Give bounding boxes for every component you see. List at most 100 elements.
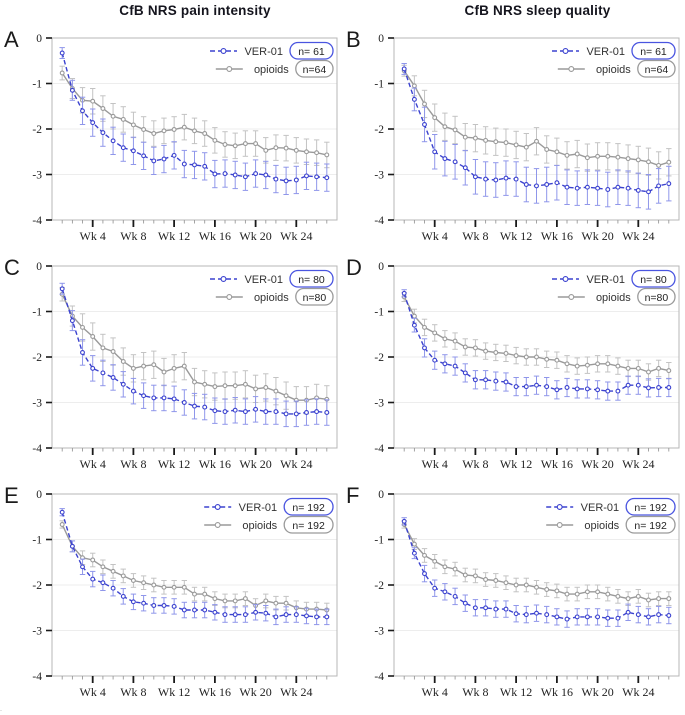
legend-marker-icon: [562, 276, 569, 282]
y-tick-label: 0: [378, 33, 384, 45]
x-axis: Wk 4 Wk 8 Wk 12 Wk 16 Wk 20 Wk 24: [403, 676, 670, 699]
y-tick-label: -2: [32, 580, 42, 592]
legend-n-value: n= 192: [292, 520, 325, 532]
x-tick-label: Wk 20: [581, 457, 613, 471]
charts-grid: 0 -1 -2 -3 -4 Wk 4 Wk 8 Wk 12 Wk 16 Wk 20 Wk 24 VER…: [0, 26, 685, 710]
legend-marker-icon: [568, 66, 575, 72]
chart-host-a: 0 -1 -2 -3 -4 Wk 4 Wk 8 Wk 12 Wk 16 Wk 20 Wk 24 VER…: [0, 26, 342, 254]
legend-n-box: [295, 287, 334, 306]
y-axis: 0 -1 -2 -3 -4: [32, 33, 52, 227]
legend: VER-01 n= 61 opioids n=64: [552, 41, 676, 78]
x-tick-label: Wk 8: [462, 457, 488, 471]
legend-label-ver-01: VER-01: [244, 274, 283, 286]
legend-marker-icon: [562, 48, 569, 54]
y-tick-label: -3: [374, 398, 384, 410]
panel-d-chart: 0 -1 -2 -3 -4 Wk 4 Wk 8 Wk 12 Wk 16 Wk 20 Wk 24 VER…: [342, 254, 684, 482]
y-tick-label: -2: [374, 352, 384, 364]
legend-n-value: n= 192: [292, 502, 325, 514]
chart-panel-d: 0 -1 -2 -3 -4 Wk 4 Wk 8 Wk 12 Wk 16 Wk 20 Wk 24 VER…: [342, 254, 685, 482]
y-tick-label: -4: [374, 443, 384, 455]
x-tick-label: Wk 4: [422, 229, 448, 243]
y-tick-label: -3: [32, 170, 42, 182]
chart-host-c: 0 -1 -2 -3 -4 Wk 4 Wk 8 Wk 12 Wk 16 Wk 20 Wk 24 VER…: [0, 254, 342, 482]
y-tick-label: -1: [32, 535, 42, 547]
y-tick-label: -3: [374, 170, 384, 182]
y-tick-label: -3: [32, 626, 42, 638]
x-tick-label: Wk 12: [158, 229, 190, 243]
x-axis: Wk 4 Wk 8 Wk 12 Wk 16 Wk 20 Wk 24: [61, 676, 328, 699]
x-tick-label: Wk 24: [280, 457, 312, 471]
legend-label-ver-01: VER-01: [586, 274, 625, 286]
x-tick-label: Wk 16: [199, 685, 231, 699]
legend-label-opioids: opioids: [584, 520, 619, 532]
legend-n-value: n= 80: [298, 274, 325, 286]
y-tick-label: -1: [32, 79, 42, 91]
x-tick-label: Wk 24: [622, 685, 654, 699]
y-tick-label: -2: [374, 124, 384, 136]
panel-c-chart: 0 -1 -2 -3 -4 Wk 4 Wk 8 Wk 12 Wk 16 Wk 20 Wk 24 VER…: [0, 254, 342, 482]
y-tick-label: 0: [36, 33, 42, 45]
x-tick-label: Wk 12: [500, 685, 532, 699]
y-tick-label: -2: [32, 352, 42, 364]
chart-panel-f: 0 -1 -2 -3 -4 Wk 4 Wk 8 Wk 12 Wk 16 Wk 20 Wk 24 VER…: [342, 482, 685, 710]
panel-letter-b: B: [346, 27, 361, 52]
series-opioids: [401, 520, 672, 608]
column-title-pain-intensity: CfB NRS pain intensity: [119, 3, 271, 18]
x-tick-label: Wk 16: [199, 457, 231, 471]
y-axis: 0 -1 -2 -3 -4: [32, 261, 52, 455]
x-tick-label: Wk 20: [581, 685, 613, 699]
legend-n-box: [625, 497, 676, 516]
legend-n-box: [637, 59, 676, 78]
series-ver-01: [59, 508, 330, 626]
x-tick-label: Wk 4: [422, 457, 448, 471]
y-tick-label: -1: [32, 307, 42, 319]
x-tick-label: Wk 24: [280, 685, 312, 699]
y-tick-label: -3: [374, 626, 384, 638]
chart-host-f: 0 -1 -2 -3 -4 Wk 4 Wk 8 Wk 12 Wk 16 Wk 20 Wk 24 VER…: [342, 482, 685, 710]
legend-label-opioids: opioids: [596, 64, 631, 76]
x-tick-label: Wk 24: [622, 229, 654, 243]
legend: VER-01 n= 192 opioids n= 192: [204, 497, 334, 534]
x-tick-label: Wk 12: [500, 457, 532, 471]
legend: VER-01 n= 192 opioids n= 192: [546, 497, 676, 534]
x-tick-label: Wk 8: [462, 229, 488, 243]
x-tick-label: Wk 16: [199, 229, 231, 243]
x-tick-label: Wk 16: [541, 457, 573, 471]
y-tick-label: 0: [378, 261, 384, 273]
legend-marker-icon: [214, 504, 221, 510]
y-tick-label: 0: [378, 489, 384, 501]
y-tick-label: -2: [374, 580, 384, 592]
x-tick-label: Wk 20: [239, 457, 271, 471]
legend-n-box: [283, 497, 334, 516]
legend-n-value: n= 80: [640, 274, 667, 286]
panel-letter-d: D: [346, 255, 362, 280]
x-axis: Wk 4 Wk 8 Wk 12 Wk 16 Wk 20 Wk 24: [403, 220, 670, 243]
legend-n-box: [289, 269, 334, 288]
y-tick-label: -4: [32, 215, 42, 227]
x-tick-label: Wk 16: [541, 229, 573, 243]
legend-label-opioids: opioids: [596, 292, 631, 304]
x-tick-label: Wk 20: [239, 229, 271, 243]
chart-panel-a: 0 -1 -2 -3 -4 Wk 4 Wk 8 Wk 12 Wk 16 Wk 20 Wk 24 VER…: [0, 26, 342, 254]
y-tick-label: -1: [374, 79, 384, 91]
x-tick-label: Wk 12: [500, 229, 532, 243]
panel-letter-c: C: [4, 255, 20, 280]
x-tick-label: Wk 8: [462, 685, 488, 699]
series-opioids: [401, 64, 672, 180]
x-tick-label: Wk 16: [541, 685, 573, 699]
x-tick-label: Wk 8: [120, 229, 146, 243]
x-tick-label: Wk 8: [120, 685, 146, 699]
chart-host-d: 0 -1 -2 -3 -4 Wk 4 Wk 8 Wk 12 Wk 16 Wk 20 Wk 24 VER…: [342, 254, 685, 482]
panel-letter-f: F: [346, 483, 360, 508]
series-ver-01: [401, 289, 672, 401]
x-tick-label: Wk 24: [622, 457, 654, 471]
legend-marker-icon: [556, 504, 563, 510]
legend-n-value: n= 192: [634, 520, 667, 532]
panel-letter-a: A: [4, 27, 19, 52]
series-ver-01: [59, 282, 330, 428]
x-axis: Wk 4 Wk 8 Wk 12 Wk 16 Wk 20 Wk 24: [61, 448, 328, 471]
legend-n-value: n= 61: [640, 46, 667, 58]
chart-panel-e: 0 -1 -2 -3 -4 Wk 4 Wk 8 Wk 12 Wk 16 Wk 20 Wk 24 VER…: [0, 482, 342, 710]
y-axis: 0 -1 -2 -3 -4: [32, 489, 52, 683]
